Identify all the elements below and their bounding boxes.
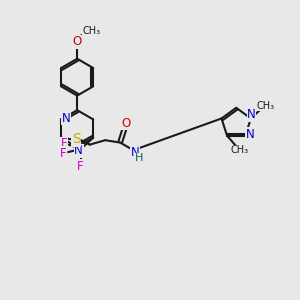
Text: F: F <box>77 160 84 172</box>
Text: CH₃: CH₃ <box>82 26 100 35</box>
Text: F: F <box>60 147 66 160</box>
Text: N: N <box>74 144 83 157</box>
Text: CH₃: CH₃ <box>230 145 249 155</box>
Text: H: H <box>135 153 143 163</box>
Text: N: N <box>247 108 256 122</box>
Text: O: O <box>73 35 82 48</box>
Text: N: N <box>246 128 254 141</box>
Text: S: S <box>72 132 80 146</box>
Text: O: O <box>121 117 130 130</box>
Text: N: N <box>131 146 140 159</box>
Text: F: F <box>61 137 67 150</box>
Text: CH₃: CH₃ <box>257 101 275 111</box>
Text: N: N <box>61 112 70 125</box>
